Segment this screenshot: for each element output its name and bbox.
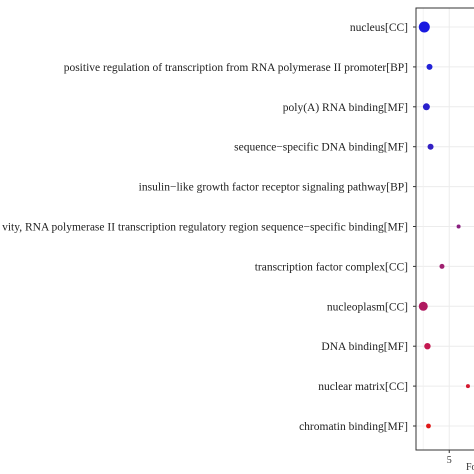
term-label: sequence−specific DNA binding[MF]	[234, 142, 408, 154]
data-point	[439, 263, 445, 269]
data-point	[426, 423, 431, 429]
data-point	[427, 143, 434, 150]
x-tick-label: 5	[447, 455, 452, 466]
data-point	[418, 301, 428, 311]
term-label: insulin−like growth factor receptor sign…	[139, 182, 408, 194]
term-label: positive regulation of transcription fro…	[64, 62, 408, 74]
data-point	[465, 384, 470, 389]
data-point	[422, 103, 430, 111]
grid-layer	[416, 8, 474, 450]
term-labels: nucleus[CC] positive regulation of transc…	[2, 22, 408, 433]
term-label: vity, RNA polymerase II transcription re…	[2, 222, 408, 234]
term-label: poly(A) RNA binding[MF]	[283, 102, 408, 114]
data-points	[418, 21, 470, 429]
plot-panel-border	[415, 7, 474, 451]
term-label: transcription factor complex[CC]	[255, 261, 408, 273]
data-point	[418, 21, 430, 33]
term-label: nucleoplasm[CC]	[327, 301, 408, 313]
data-point	[426, 63, 433, 70]
data-point	[456, 224, 461, 229]
data-point	[424, 343, 431, 350]
term-label: nucleus[CC]	[350, 22, 408, 34]
term-label: chromatin binding[MF]	[299, 421, 408, 433]
x-axis-ticks: 5	[413, 26, 452, 466]
term-label: nuclear matrix[CC]	[318, 381, 408, 393]
term-label: DNA binding[MF]	[321, 341, 408, 353]
x-axis-title: Fo	[466, 462, 474, 473]
